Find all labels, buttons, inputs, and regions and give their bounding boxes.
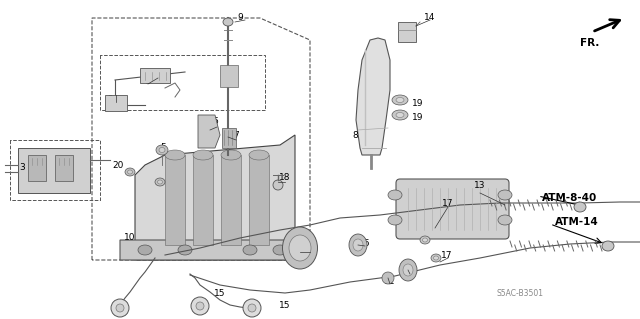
Circle shape (116, 304, 124, 312)
Text: 14: 14 (424, 13, 436, 23)
Polygon shape (135, 135, 295, 260)
Ellipse shape (273, 180, 283, 190)
Ellipse shape (392, 110, 408, 120)
Ellipse shape (420, 236, 430, 244)
Text: 8: 8 (352, 130, 358, 139)
Ellipse shape (178, 245, 192, 255)
Text: 15: 15 (214, 290, 226, 299)
Ellipse shape (433, 256, 438, 260)
Circle shape (191, 297, 209, 315)
Text: 6: 6 (212, 117, 218, 127)
Ellipse shape (574, 202, 586, 212)
Text: 4: 4 (155, 179, 161, 188)
Ellipse shape (282, 227, 317, 269)
Text: 2: 2 (107, 95, 113, 105)
Ellipse shape (243, 245, 257, 255)
Ellipse shape (388, 215, 402, 225)
Ellipse shape (289, 235, 311, 261)
Bar (55, 155, 73, 181)
Ellipse shape (193, 150, 213, 160)
Bar (222, 128, 236, 148)
Ellipse shape (138, 245, 152, 255)
Bar (398, 22, 416, 42)
Text: 5: 5 (160, 144, 166, 152)
Text: 20: 20 (112, 161, 124, 170)
Ellipse shape (399, 259, 417, 281)
Text: 9: 9 (237, 13, 243, 23)
Text: 17: 17 (441, 251, 452, 261)
Bar (105, 95, 127, 111)
Text: 19: 19 (412, 99, 424, 108)
Ellipse shape (273, 245, 287, 255)
Ellipse shape (223, 18, 233, 26)
Text: 3: 3 (19, 162, 25, 172)
Polygon shape (198, 115, 220, 148)
Text: 7: 7 (233, 131, 239, 140)
FancyBboxPatch shape (396, 179, 509, 239)
Ellipse shape (388, 190, 402, 200)
Bar (249, 155, 269, 245)
Bar (220, 65, 238, 87)
Text: ATM-8-40: ATM-8-40 (542, 193, 597, 203)
Ellipse shape (165, 150, 185, 160)
Bar (140, 68, 170, 83)
Ellipse shape (602, 241, 614, 251)
Bar (221, 155, 241, 245)
Text: 10: 10 (124, 233, 136, 241)
Ellipse shape (498, 215, 512, 225)
Ellipse shape (125, 168, 135, 176)
Text: 17: 17 (442, 199, 454, 209)
Text: 19: 19 (412, 113, 424, 122)
Ellipse shape (155, 178, 165, 186)
Ellipse shape (382, 272, 394, 284)
Text: ATM-14: ATM-14 (555, 217, 599, 227)
Ellipse shape (431, 254, 441, 262)
Ellipse shape (498, 190, 512, 200)
Polygon shape (120, 240, 310, 260)
Ellipse shape (159, 147, 165, 152)
Text: 16: 16 (404, 268, 416, 277)
Circle shape (243, 299, 261, 317)
Bar (18, 148, 90, 193)
Ellipse shape (157, 180, 163, 184)
Ellipse shape (353, 239, 363, 251)
Ellipse shape (127, 170, 132, 174)
Text: 18: 18 (279, 174, 291, 182)
Text: 12: 12 (304, 248, 316, 256)
Text: FR.: FR. (580, 38, 600, 48)
Bar (165, 155, 185, 245)
Circle shape (111, 299, 129, 317)
Polygon shape (356, 38, 390, 155)
Text: 1: 1 (145, 78, 151, 86)
Text: 15: 15 (279, 301, 291, 310)
Ellipse shape (349, 234, 367, 256)
Ellipse shape (249, 150, 269, 160)
Bar (28, 155, 46, 181)
Ellipse shape (156, 145, 168, 155)
Text: S5AC-B3501: S5AC-B3501 (497, 290, 543, 299)
Ellipse shape (221, 150, 241, 160)
Text: 13: 13 (474, 181, 486, 189)
Ellipse shape (392, 95, 408, 105)
Circle shape (248, 304, 256, 312)
Ellipse shape (396, 98, 404, 102)
Text: 16: 16 (359, 239, 371, 248)
Bar (193, 155, 213, 245)
Ellipse shape (396, 113, 404, 117)
Circle shape (196, 302, 204, 310)
Ellipse shape (403, 264, 413, 276)
Ellipse shape (422, 238, 428, 242)
Text: 11: 11 (384, 278, 396, 286)
